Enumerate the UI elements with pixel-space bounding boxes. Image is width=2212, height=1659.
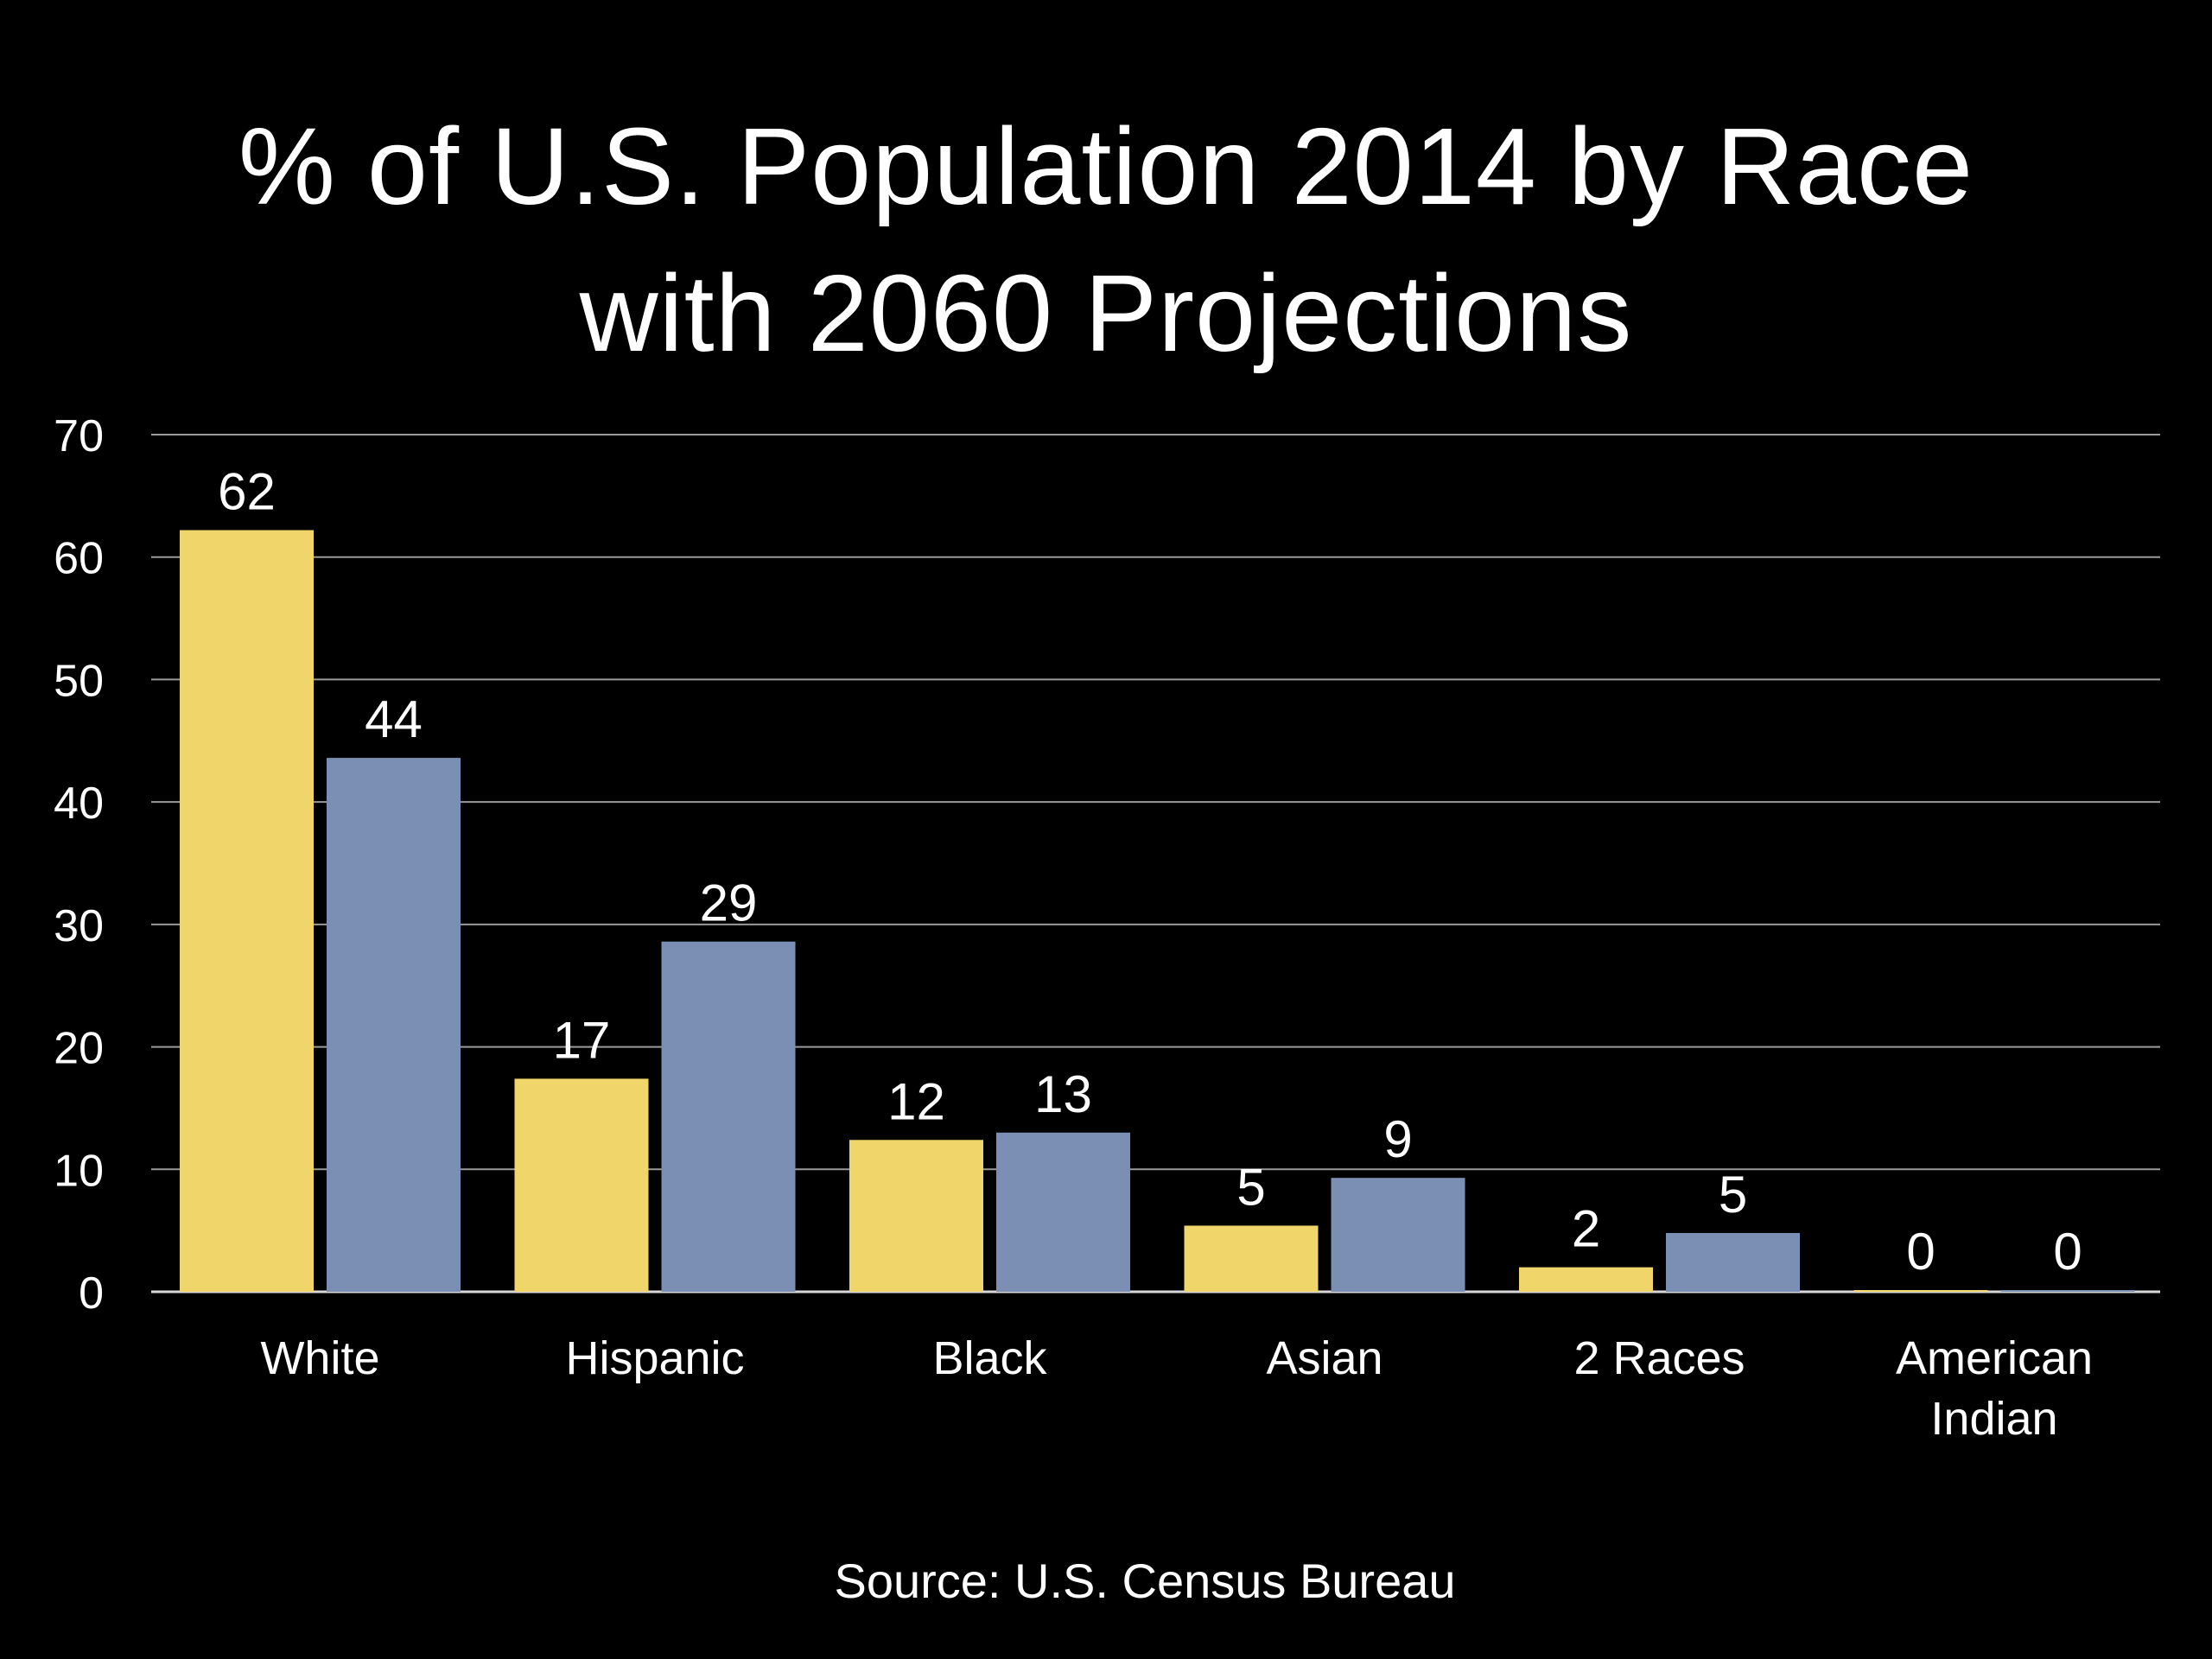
x-tick-label: 2 Races: [1573, 1332, 1745, 1384]
data-labels: 62 44 17 29 12 13 5 9 2 5 0 0: [218, 463, 2082, 1281]
bar-series2-black: [996, 1132, 1130, 1292]
bar-series1-american-indian: [1853, 1290, 1988, 1292]
chart-title-line-1: % of U.S. Population 2014 by Race: [238, 105, 1974, 227]
data-label: 9: [1383, 1110, 1412, 1168]
x-axis-ticks: White Hispanic Black Asian 2 Races American In…: [260, 1332, 2093, 1445]
y-tick-label: 40: [54, 779, 104, 829]
data-label: 2: [1572, 1200, 1600, 1258]
y-tick-label: 60: [54, 534, 104, 584]
bar-series2-white: [327, 758, 461, 1292]
data-label: 5: [1719, 1166, 1747, 1224]
y-axis-ticks: 0 10 20 30 40 50 60 70: [54, 411, 104, 1319]
x-tick-label: Asian: [1266, 1332, 1382, 1384]
y-tick-label: 50: [54, 656, 104, 706]
bar-series1-white: [180, 530, 314, 1292]
y-tick-label: 10: [54, 1146, 104, 1196]
data-label: 12: [887, 1072, 945, 1130]
chart-title-line-2: with 2060 Projections: [579, 252, 1633, 374]
data-label: 29: [700, 874, 758, 932]
bar-series1-hispanic: [514, 1078, 649, 1292]
data-label: 0: [1906, 1223, 1935, 1281]
data-label: 5: [1236, 1158, 1265, 1216]
data-label: 62: [218, 463, 276, 521]
data-label: 17: [553, 1011, 611, 1069]
x-tick-label: Hispanic: [565, 1332, 744, 1384]
x-tick-label: Black: [932, 1332, 1047, 1384]
y-tick-label: 30: [54, 901, 104, 951]
chart-title: % of U.S. Population 2014 by Race with 2…: [0, 93, 2212, 387]
bar-series2-american-indian: [2000, 1290, 2135, 1292]
data-label: 0: [2053, 1223, 2082, 1281]
y-tick-label: 70: [54, 411, 104, 461]
bar-series1-2-races: [1519, 1267, 1653, 1292]
source-note: Source: U.S. Census Bureau: [834, 1554, 1456, 1608]
grid-lines: [151, 434, 2160, 1294]
data-label: 44: [365, 690, 423, 748]
bar-series1-asian: [1184, 1225, 1319, 1292]
y-tick-label: 0: [79, 1268, 104, 1319]
x-tick-label: American Indian: [1896, 1332, 2093, 1445]
bar-series2-2-races: [1666, 1232, 1800, 1292]
bars: [180, 530, 2135, 1292]
data-label: 13: [1034, 1065, 1092, 1123]
bar-series2-hispanic: [661, 941, 796, 1292]
bar-series1-black: [849, 1140, 983, 1292]
x-tick-label: White: [260, 1332, 379, 1384]
y-tick-label: 20: [54, 1024, 104, 1074]
bar-series2-asian: [1331, 1178, 1465, 1292]
